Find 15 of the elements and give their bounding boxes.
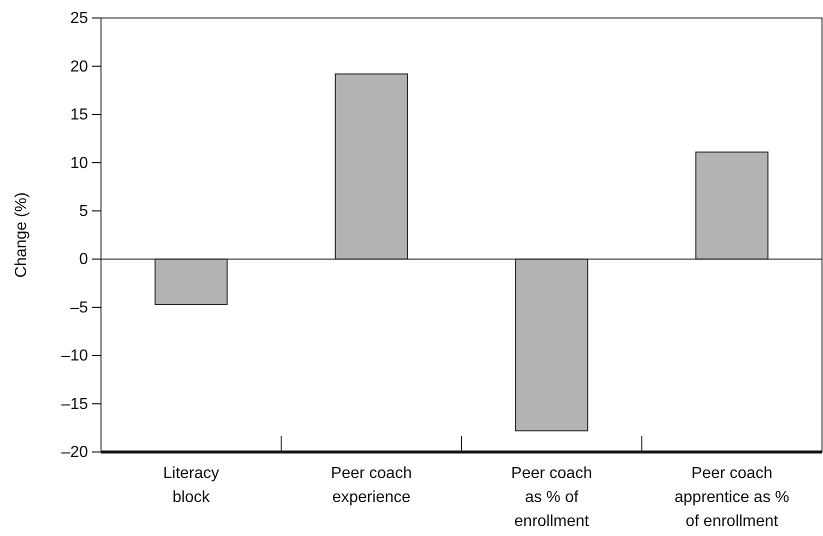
- y-tick-label: –10: [61, 348, 88, 365]
- y-tick-label: 0: [79, 251, 88, 268]
- x-tick-label: Peer coach as % of enrollment: [511, 465, 592, 530]
- y-tick-label: –5: [70, 299, 88, 316]
- x-tick-label: Peer coach apprentice as % of enrollment: [674, 465, 790, 530]
- y-tick-label: 25: [70, 10, 88, 28]
- y-tick-label: 20: [70, 58, 88, 76]
- x-tick-label: Peer coach experience: [330, 465, 412, 506]
- y-tick-label: 5: [79, 203, 88, 220]
- y-axis-title: Change (%): [13, 192, 30, 278]
- y-tick-label: –15: [61, 396, 88, 413]
- y-tick-label: –20: [61, 444, 88, 462]
- y-tick-label: 10: [70, 154, 88, 172]
- x-tick-label: Literacy block: [163, 465, 220, 506]
- y-tick-label: 15: [70, 106, 88, 124]
